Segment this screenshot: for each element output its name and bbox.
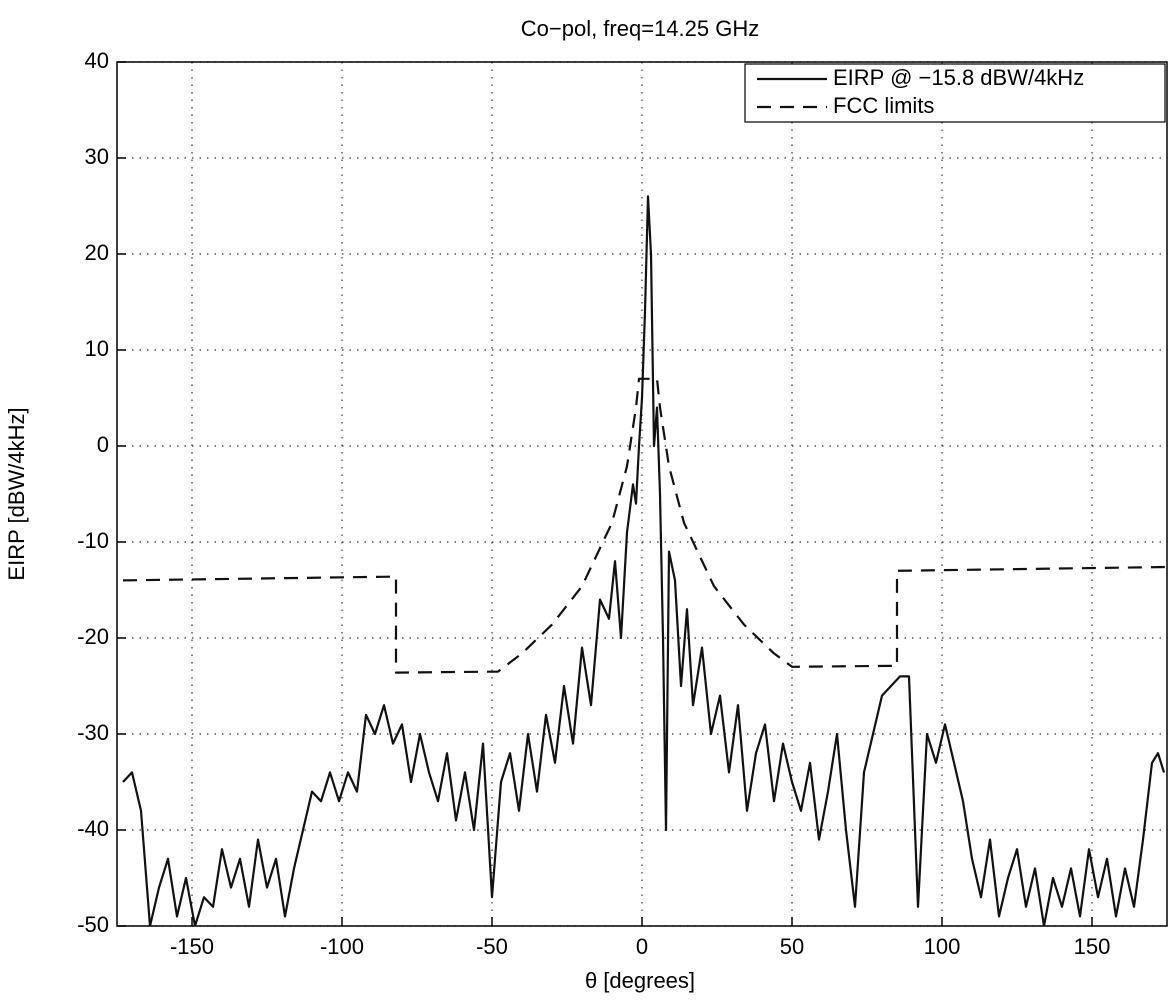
y-tick-label: 30: [85, 144, 109, 169]
series-line: [122, 377, 1167, 674]
x-tick-label: 150: [1074, 934, 1111, 959]
y-tick-label: -50: [77, 912, 109, 937]
plot-frame: [116, 61, 1168, 927]
y-tick-label: 10: [85, 336, 109, 361]
plot-area: [122, 195, 1167, 926]
legend-label: EIRP @ −15.8 dBW/4kHz: [833, 65, 1084, 90]
x-tick-label: 100: [924, 934, 961, 959]
x-axis-label: θ [degrees]: [585, 968, 695, 993]
series-line: [122, 195, 1166, 926]
x-tick-label: -150: [170, 934, 214, 959]
y-tick-label: 20: [85, 240, 109, 265]
x-tick-label: -100: [320, 934, 364, 959]
y-tick-label: -10: [77, 528, 109, 553]
legend-label: FCC limits: [833, 93, 934, 118]
chart-title: Co−pol, freq=14.25 GHz: [521, 16, 759, 41]
x-tick-label: 50: [780, 934, 804, 959]
y-tick-label: 40: [85, 48, 109, 73]
y-tick-label: -40: [77, 816, 109, 841]
x-tick-label: 0: [636, 934, 648, 959]
y-tick-label: 0: [97, 432, 109, 457]
y-axis-label: EIRP [dBW/4kHz]: [4, 407, 29, 580]
x-tick-label: -50: [476, 934, 508, 959]
y-tick-label: -20: [77, 624, 109, 649]
y-tick-label: -30: [77, 720, 109, 745]
legend-box: [744, 63, 1166, 123]
